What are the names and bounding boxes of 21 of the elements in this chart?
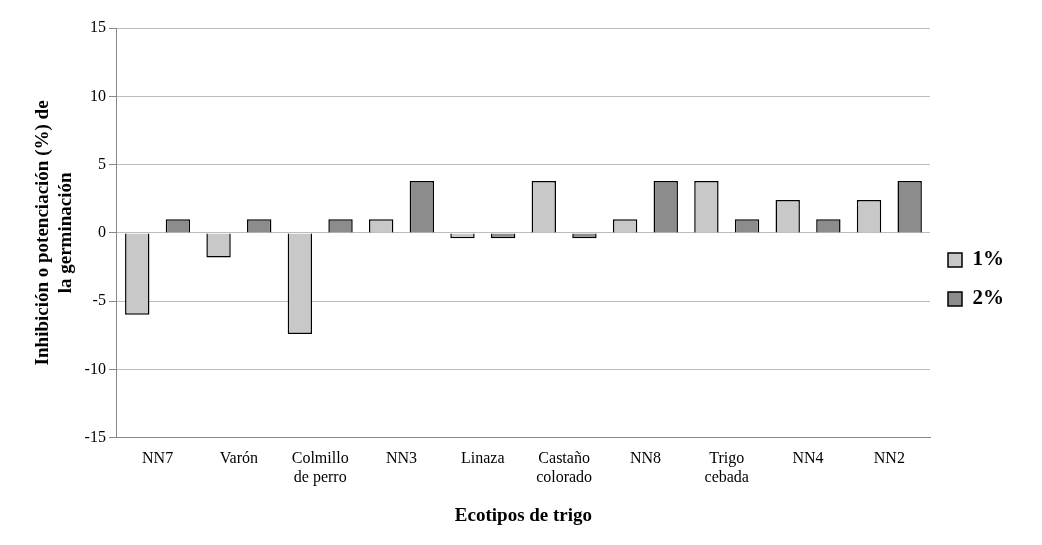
y-tick-label: 0 (97, 223, 106, 241)
y-tick-label: -10 (84, 359, 106, 377)
y-tick-label: 10 (89, 86, 106, 104)
y-tick-label: 15 (89, 18, 106, 36)
x-axis-title: Ecotipos de trigo (454, 503, 593, 525)
x-tick-label: NN3 (385, 448, 418, 466)
legend-label: 1% (972, 246, 1004, 271)
y-tick-label: 5 (97, 154, 106, 172)
y-axis-title: Inhibición o potenciación (%) de la germinación (31, 100, 76, 366)
legend-label: 2% (972, 285, 1004, 310)
x-tick-label: Colmillo de perro (291, 448, 349, 486)
y-tick-label: -5 (92, 291, 106, 309)
y-tick-label: -15 (84, 428, 106, 445)
x-tick-label: NN2 (873, 448, 905, 466)
x-tick-label: Trigo cebada (704, 448, 749, 485)
x-tick-label: NN7 (142, 448, 174, 466)
x-tick-label: NN8 (629, 448, 661, 466)
x-tick-label: Linaza (461, 448, 505, 466)
x-tick-label: Castaño colorado (536, 448, 593, 485)
x-tick-label: NN4 (792, 448, 824, 466)
x-tick-label: Varón (219, 448, 258, 466)
